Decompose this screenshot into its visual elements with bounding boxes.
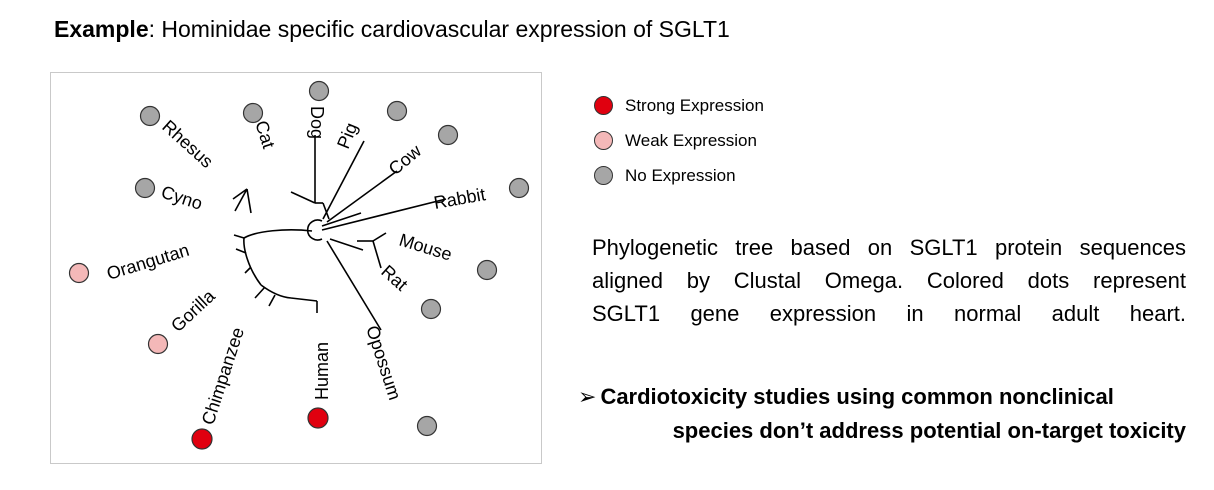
species-labels: Rhesus Cat Dog Pig Cow Rabbit Cyno Mouse… bbox=[104, 106, 487, 427]
conclusion-text-1: Cardiotoxicity studies using common nonc… bbox=[600, 384, 1114, 409]
title-bold: Example bbox=[54, 16, 149, 42]
conclusion: ➢ Cardiotoxicity studies using common non… bbox=[578, 380, 1186, 448]
legend-item-strong: Strong Expression bbox=[594, 88, 764, 123]
species-label-rhesus: Rhesus bbox=[158, 116, 217, 172]
legend-item-weak: Weak Expression bbox=[594, 123, 764, 158]
legend-item-none: No Expression bbox=[594, 158, 764, 193]
expression-dot-mouse bbox=[476, 259, 498, 281]
species-label-rabbit: Rabbit bbox=[432, 184, 487, 213]
species-label-human: Human bbox=[312, 342, 332, 400]
expression-dot-cat bbox=[242, 102, 264, 124]
phylogenetic-tree: Rhesus Cat Dog Pig Cow Rabbit Cyno Mouse… bbox=[68, 80, 530, 450]
species-label-orangutan: Orangutan bbox=[104, 240, 191, 284]
legend-label-none: No Expression bbox=[625, 165, 736, 185]
page-title: Example: Hominidae specific cardiovascul… bbox=[54, 16, 730, 43]
expression-dot-orangutan bbox=[68, 262, 90, 284]
species-label-dog: Dog bbox=[307, 106, 327, 139]
tree-branches bbox=[232, 135, 447, 331]
expression-legend: Strong Expression Weak Expression No Exp… bbox=[594, 88, 764, 193]
species-label-cyno: Cyno bbox=[159, 182, 205, 214]
description-line: SGLT1 gene expression in normal adult he… bbox=[592, 301, 1186, 326]
species-label-gorilla: Gorilla bbox=[167, 285, 219, 336]
legend-label-strong: Strong Expression bbox=[625, 95, 764, 115]
species-label-chimpanzee: Chimpanzee bbox=[198, 325, 248, 427]
expression-dot-chimpanzee bbox=[191, 428, 213, 450]
species-label-opossum: Opossum bbox=[362, 323, 405, 402]
arrow-bullet-icon: ➢ bbox=[578, 384, 597, 409]
tree-description: Phylogenetic tree based on SGLT1 protein… bbox=[592, 231, 1186, 330]
expression-dot-opossum bbox=[416, 415, 438, 437]
conclusion-line-2: species don’t address potential on-targe… bbox=[672, 418, 1186, 443]
expression-dots bbox=[68, 80, 530, 450]
expression-dot-human bbox=[307, 407, 329, 429]
conclusion-line-1: ➢ Cardiotoxicity studies using common non… bbox=[578, 380, 1186, 414]
legend-dot-none bbox=[594, 166, 613, 185]
expression-dot-pig bbox=[386, 100, 408, 122]
expression-dot-rhesus bbox=[139, 105, 161, 127]
legend-dot-strong bbox=[594, 96, 613, 115]
description-line: Phylogenetic tree based on SGLT1 protein… bbox=[592, 235, 1186, 260]
expression-dot-rabbit bbox=[508, 177, 530, 199]
species-label-pig: Pig bbox=[333, 120, 361, 152]
species-label-cow: Cow bbox=[385, 140, 426, 179]
phylogenetic-tree-panel: Rhesus Cat Dog Pig Cow Rabbit Cyno Mouse… bbox=[50, 72, 542, 464]
expression-dot-dog bbox=[308, 80, 330, 102]
legend-label-weak: Weak Expression bbox=[625, 130, 757, 150]
species-label-cat: Cat bbox=[251, 118, 279, 151]
title-rest: : Hominidae specific cardiovascular expr… bbox=[148, 16, 730, 42]
legend-dot-weak bbox=[594, 131, 613, 150]
expression-dot-rat bbox=[420, 298, 442, 320]
expression-dot-gorilla bbox=[147, 333, 169, 355]
expression-dot-cow bbox=[437, 124, 459, 146]
species-label-mouse: Mouse bbox=[397, 230, 455, 265]
expression-dot-cyno bbox=[134, 177, 156, 199]
description-line: aligned by Clustal Omega. Colored dots r… bbox=[592, 268, 1186, 293]
species-label-rat: Rat bbox=[377, 261, 411, 295]
